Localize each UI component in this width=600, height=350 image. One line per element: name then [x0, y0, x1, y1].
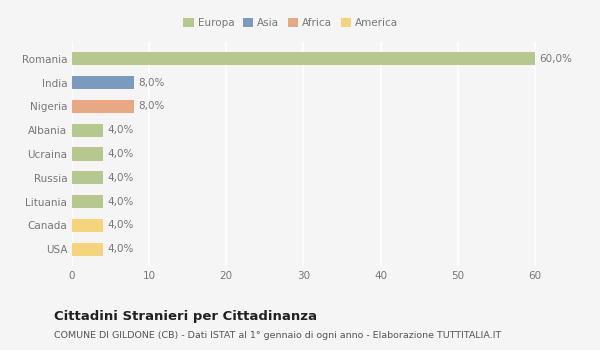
Text: 8,0%: 8,0%: [139, 78, 165, 88]
Text: 4,0%: 4,0%: [107, 149, 134, 159]
Text: COMUNE DI GILDONE (CB) - Dati ISTAT al 1° gennaio di ogni anno - Elaborazione TU: COMUNE DI GILDONE (CB) - Dati ISTAT al 1…: [54, 331, 501, 340]
Text: 60,0%: 60,0%: [539, 54, 572, 64]
Bar: [72, 171, 103, 184]
Bar: [72, 52, 535, 65]
Bar: [72, 124, 103, 137]
Legend: Europa, Asia, Africa, America: Europa, Asia, Africa, America: [179, 14, 403, 32]
Bar: [72, 243, 103, 256]
Bar: [72, 195, 103, 208]
Text: 4,0%: 4,0%: [107, 125, 134, 135]
Bar: [72, 147, 103, 161]
Text: 4,0%: 4,0%: [107, 197, 134, 206]
Text: 4,0%: 4,0%: [107, 220, 134, 230]
Text: 4,0%: 4,0%: [107, 244, 134, 254]
Text: 8,0%: 8,0%: [139, 102, 165, 111]
Text: Cittadini Stranieri per Cittadinanza: Cittadini Stranieri per Cittadinanza: [54, 310, 317, 323]
Text: 4,0%: 4,0%: [107, 173, 134, 183]
Bar: [72, 76, 134, 89]
Bar: [72, 219, 103, 232]
Bar: [72, 100, 134, 113]
